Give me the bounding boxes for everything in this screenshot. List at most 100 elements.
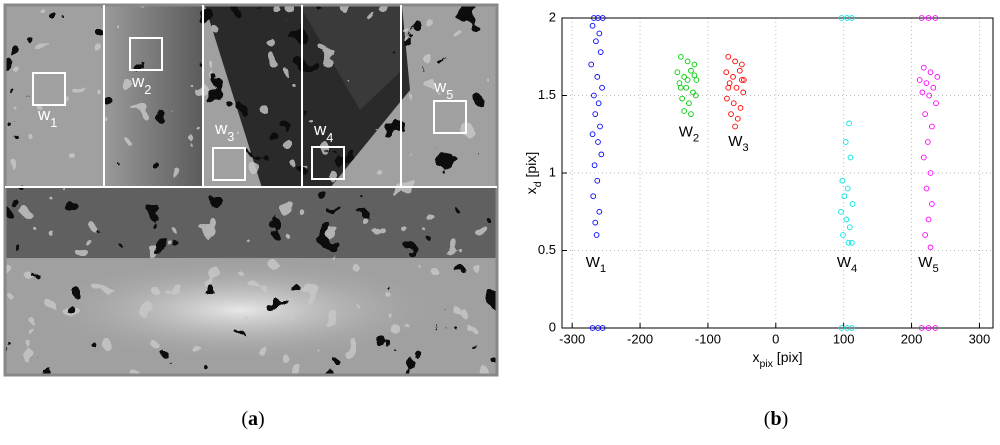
point — [728, 111, 734, 117]
point — [920, 64, 927, 71]
caption-letter: b — [770, 408, 781, 430]
point — [598, 151, 605, 158]
series-label-sub: 5 — [932, 263, 938, 275]
point — [739, 61, 745, 68]
series-label-sub: 3 — [742, 142, 748, 154]
point — [845, 239, 852, 246]
caption: (b) — [764, 408, 788, 430]
window-box — [32, 72, 66, 106]
series-label: W2 — [679, 124, 699, 145]
caption-paren: ( — [764, 408, 771, 430]
point — [684, 58, 691, 65]
window-label-main: w — [433, 77, 447, 96]
point — [842, 139, 849, 145]
window-label-main: w — [131, 72, 145, 91]
point — [848, 325, 855, 331]
point — [849, 201, 856, 207]
point — [925, 325, 932, 331]
point — [925, 216, 932, 223]
window-box — [129, 37, 163, 71]
point — [846, 120, 852, 127]
point — [848, 15, 855, 21]
window-label-main: w — [214, 119, 228, 138]
point — [840, 232, 846, 238]
series-label-main: W — [837, 254, 852, 271]
point — [933, 100, 939, 107]
series-label-sub: 2 — [693, 133, 699, 145]
window-label: w2 — [131, 72, 151, 96]
point — [591, 15, 597, 21]
series-label: W1 — [586, 254, 606, 275]
point — [922, 111, 928, 117]
point — [736, 67, 743, 74]
point — [923, 80, 930, 86]
point — [594, 74, 601, 80]
point — [926, 92, 933, 99]
point — [734, 115, 741, 122]
x-tick-label: 200 — [901, 331, 923, 346]
point — [920, 154, 927, 161]
point — [591, 162, 598, 169]
point — [693, 77, 700, 83]
point — [925, 15, 932, 21]
point — [932, 325, 939, 331]
point — [927, 244, 934, 251]
disparity-image — [3, 3, 499, 377]
point — [847, 154, 854, 161]
point — [677, 53, 684, 60]
x-tick-label: 100 — [833, 331, 855, 346]
point — [593, 38, 599, 45]
point — [934, 74, 941, 80]
point — [599, 325, 606, 331]
point — [848, 239, 855, 246]
point — [932, 15, 939, 21]
point — [683, 84, 690, 91]
x-axis-label: xpix [pix] — [752, 349, 802, 370]
point — [591, 92, 597, 99]
window-label: w3 — [214, 119, 234, 143]
point — [733, 84, 740, 91]
point — [589, 325, 596, 331]
point — [691, 72, 698, 79]
point — [927, 69, 934, 76]
point — [924, 139, 931, 145]
point — [592, 219, 599, 226]
window-label-sub: 2 — [144, 82, 151, 97]
point — [686, 100, 692, 107]
window-label: w4 — [313, 120, 333, 144]
caption-letter: a — [248, 408, 258, 430]
point — [684, 77, 691, 83]
point — [599, 15, 606, 21]
point — [595, 139, 601, 145]
point — [843, 216, 850, 223]
series-label-main: W — [918, 254, 933, 271]
point — [590, 193, 597, 200]
x-tick-label: 300 — [969, 331, 991, 346]
point — [599, 84, 605, 91]
window-box — [311, 146, 345, 180]
point — [838, 15, 845, 21]
point — [916, 77, 923, 83]
series-label: W5 — [918, 254, 938, 275]
point — [839, 177, 846, 184]
y-axis-label-unit: [pix] — [523, 152, 539, 182]
point — [929, 123, 935, 130]
x-tick-label: -300 — [559, 331, 585, 346]
y-axis-label: xd [pix] — [523, 152, 544, 194]
plot-area — [562, 18, 993, 328]
point — [597, 49, 604, 55]
series-label-main: W — [586, 254, 601, 271]
point — [846, 224, 853, 231]
x-tick-label: -200 — [627, 331, 653, 346]
point — [927, 170, 934, 176]
point — [692, 92, 699, 99]
point — [594, 177, 601, 184]
series-label: W4 — [837, 254, 857, 275]
point — [724, 95, 730, 102]
point — [679, 95, 685, 102]
point — [841, 193, 848, 200]
y-tick-label: 1.5 — [538, 87, 556, 102]
x-axis-label-sub: pix — [759, 358, 773, 370]
